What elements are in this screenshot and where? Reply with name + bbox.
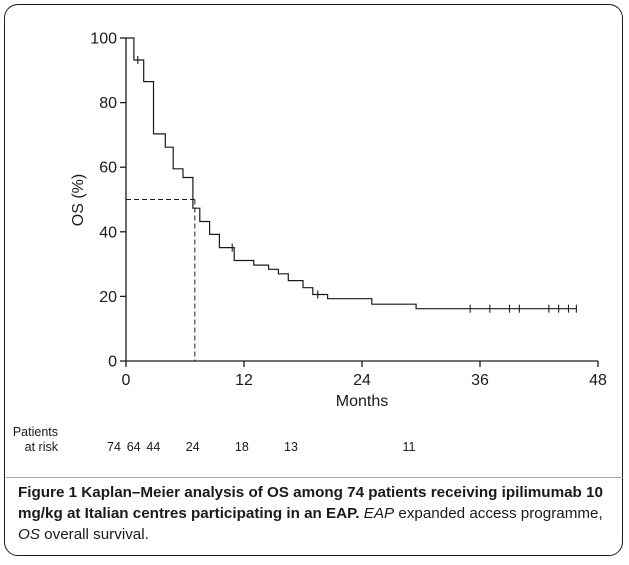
caption-title: Kaplan–Meier analysis of OS among 74 pat… (18, 484, 603, 522)
caption-abbr-eap: EAP (363, 505, 395, 522)
y-tick-label: 80 (99, 95, 117, 112)
at-risk-label-line1: Patients (13, 425, 58, 439)
figure-caption: Figure 1 Kaplan–Meier analysis of OS amo… (18, 482, 618, 545)
caption-divider (6, 477, 623, 478)
caption-abbr-os-def: overall survival. (39, 526, 149, 543)
x-tick-label: 36 (471, 372, 489, 389)
y-tick-label: 60 (99, 160, 117, 177)
x-tick-label: 12 (235, 372, 253, 389)
at-risk-value: 64 (127, 440, 141, 454)
caption-abbr-os: OS (18, 526, 40, 543)
figure-frame (4, 4, 623, 556)
at-risk-label-line2: at risk (25, 440, 59, 454)
y-tick-label: 100 (90, 31, 117, 48)
x-tick-label: 48 (589, 372, 607, 389)
at-risk-table: Patients at risk 74 64 44 24 18 13 11 (13, 425, 416, 454)
y-tick-label: 20 (99, 289, 117, 306)
at-risk-value: 13 (284, 440, 298, 454)
km-chart: 0 20 40 60 80 100 0 12 24 36 48 OS (%) Months Pati… (13, 31, 607, 455)
at-risk-value: 24 (186, 440, 200, 454)
at-risk-value: 18 (235, 440, 249, 454)
x-tick-label: 0 (122, 372, 131, 389)
caption-abbr-eap-def: expanded access programme, (394, 505, 603, 522)
x-tick-label: 24 (353, 372, 371, 389)
y-axis-label: OS (%) (70, 174, 87, 226)
at-risk-value: 74 (107, 440, 121, 454)
x-axis-label: Months (336, 393, 388, 410)
y-tick-label: 0 (108, 354, 117, 371)
at-risk-value: 44 (146, 440, 160, 454)
chart-axes: 0 20 40 60 80 100 0 12 24 36 48 (90, 31, 607, 390)
survival-curve (126, 37, 577, 310)
chart-plot-area (126, 37, 577, 361)
caption-figure-label: Figure 1 (18, 484, 78, 501)
y-tick-label: 40 (99, 224, 117, 241)
at-risk-value: 11 (403, 440, 416, 454)
